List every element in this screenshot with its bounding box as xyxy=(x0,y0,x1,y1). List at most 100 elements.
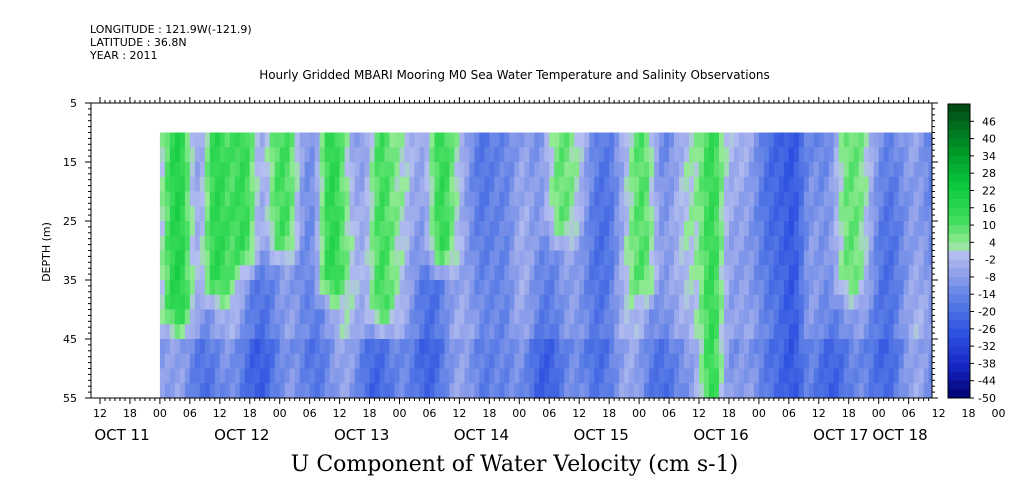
heatmap-cell xyxy=(264,353,271,369)
heatmap-cell xyxy=(294,294,301,310)
heatmap-cell xyxy=(169,206,176,222)
colorbar-tick-label: -26 xyxy=(978,323,996,336)
heatmap-cell xyxy=(164,294,171,310)
heatmap-cell xyxy=(439,280,445,296)
heatmap-cell xyxy=(888,250,895,266)
heatmap-cell xyxy=(469,191,475,207)
heatmap-cell xyxy=(639,383,645,398)
heatmap-cell xyxy=(713,176,720,192)
heatmap-cell xyxy=(748,324,755,340)
heatmap-cell xyxy=(459,235,465,251)
heatmap-cell xyxy=(589,147,595,163)
heatmap-cell xyxy=(349,132,355,148)
heatmap-cell xyxy=(574,265,580,281)
heatmap-cell xyxy=(699,221,705,237)
heatmap-cell xyxy=(249,206,256,222)
heatmap-cell xyxy=(853,235,860,251)
heatmap-cell xyxy=(579,353,585,369)
heatmap-cell xyxy=(229,339,236,355)
heatmap-cell xyxy=(339,353,345,369)
heatmap-cell xyxy=(868,191,875,207)
heatmap-cell xyxy=(788,132,795,148)
heatmap-cell xyxy=(778,294,785,310)
heatmap-cell xyxy=(574,235,580,251)
heatmap-cell xyxy=(838,235,845,251)
heatmap-cell xyxy=(939,295,944,310)
heatmap-cell xyxy=(778,280,785,296)
heatmap-cell xyxy=(758,265,765,281)
heatmap-cell xyxy=(793,250,800,266)
heatmap-cell xyxy=(803,162,810,178)
heatmap-cell xyxy=(184,339,191,355)
heatmap-cell xyxy=(644,353,650,369)
heatmap-cell xyxy=(599,294,605,310)
heatmap-cell xyxy=(554,191,560,207)
heatmap-cell xyxy=(359,368,365,384)
heatmap-cell xyxy=(738,221,745,237)
heatmap-cell xyxy=(604,294,610,310)
heatmap-cell xyxy=(908,132,915,148)
heatmap-cell xyxy=(594,191,600,207)
heatmap-cell xyxy=(524,162,530,178)
heatmap-cell xyxy=(868,162,875,178)
heatmap-cell xyxy=(454,250,460,266)
heatmap-cell xyxy=(534,147,540,163)
heatmap-cell xyxy=(609,176,615,192)
heatmap-cell xyxy=(414,368,420,384)
heatmap-cell xyxy=(599,147,605,163)
heatmap-cell xyxy=(324,339,331,355)
heatmap-cell xyxy=(344,250,350,266)
heatmap-cell xyxy=(384,191,390,207)
heatmap-cell xyxy=(179,383,186,398)
heatmap-cell xyxy=(883,383,890,398)
heatmap-cell xyxy=(524,147,530,163)
heatmap-cell xyxy=(464,368,470,384)
heatmap-cell xyxy=(594,294,600,310)
heatmap-cell xyxy=(818,206,825,222)
heatmap-cell xyxy=(529,162,535,178)
heatmap-cell xyxy=(559,147,565,163)
heatmap-cell xyxy=(289,309,296,325)
heatmap-cell xyxy=(374,250,380,266)
heatmap-cell xyxy=(858,206,865,222)
heatmap-cell xyxy=(404,162,410,178)
heatmap-cell xyxy=(644,324,650,340)
heatmap-cell xyxy=(708,206,715,222)
heatmap-cell xyxy=(289,176,296,192)
heatmap-cell xyxy=(828,265,835,281)
heatmap-cell xyxy=(254,221,261,237)
heatmap-cell xyxy=(579,339,585,355)
heatmap-cell xyxy=(444,309,450,325)
heatmap-cell xyxy=(159,221,166,237)
heatmap-cell xyxy=(708,280,715,296)
heatmap-cell xyxy=(354,324,360,340)
heatmap-cell xyxy=(244,250,251,266)
heatmap-cell xyxy=(384,176,390,192)
heatmap-cell xyxy=(224,280,231,296)
heatmap-cell xyxy=(818,383,825,398)
heatmap-cell xyxy=(224,368,231,384)
heatmap-cell xyxy=(379,221,385,237)
heatmap-cell xyxy=(694,176,700,192)
heatmap-cell xyxy=(334,176,340,192)
heatmap-cell xyxy=(893,235,900,251)
heatmap-cell xyxy=(359,176,365,192)
heatmap-cell xyxy=(624,339,630,355)
heatmap-cell xyxy=(843,191,850,207)
heatmap-cell xyxy=(883,191,890,207)
heatmap-cell xyxy=(1003,177,1008,192)
heatmap-cell xyxy=(763,280,770,296)
heatmap-cell xyxy=(708,176,715,192)
heatmap-cell xyxy=(529,191,535,207)
heatmap-cell xyxy=(499,353,505,369)
heatmap-cell xyxy=(214,324,221,340)
y-tick-label: 35 xyxy=(63,274,77,287)
heatmap-cell xyxy=(479,353,485,369)
heatmap-cell xyxy=(519,339,525,355)
heatmap-cell xyxy=(254,368,261,384)
heatmap-cell xyxy=(898,221,905,237)
heatmap-cell xyxy=(239,265,246,281)
heatmap-cell xyxy=(209,368,216,384)
heatmap-cell xyxy=(264,265,271,281)
heatmap-cell xyxy=(509,235,515,251)
